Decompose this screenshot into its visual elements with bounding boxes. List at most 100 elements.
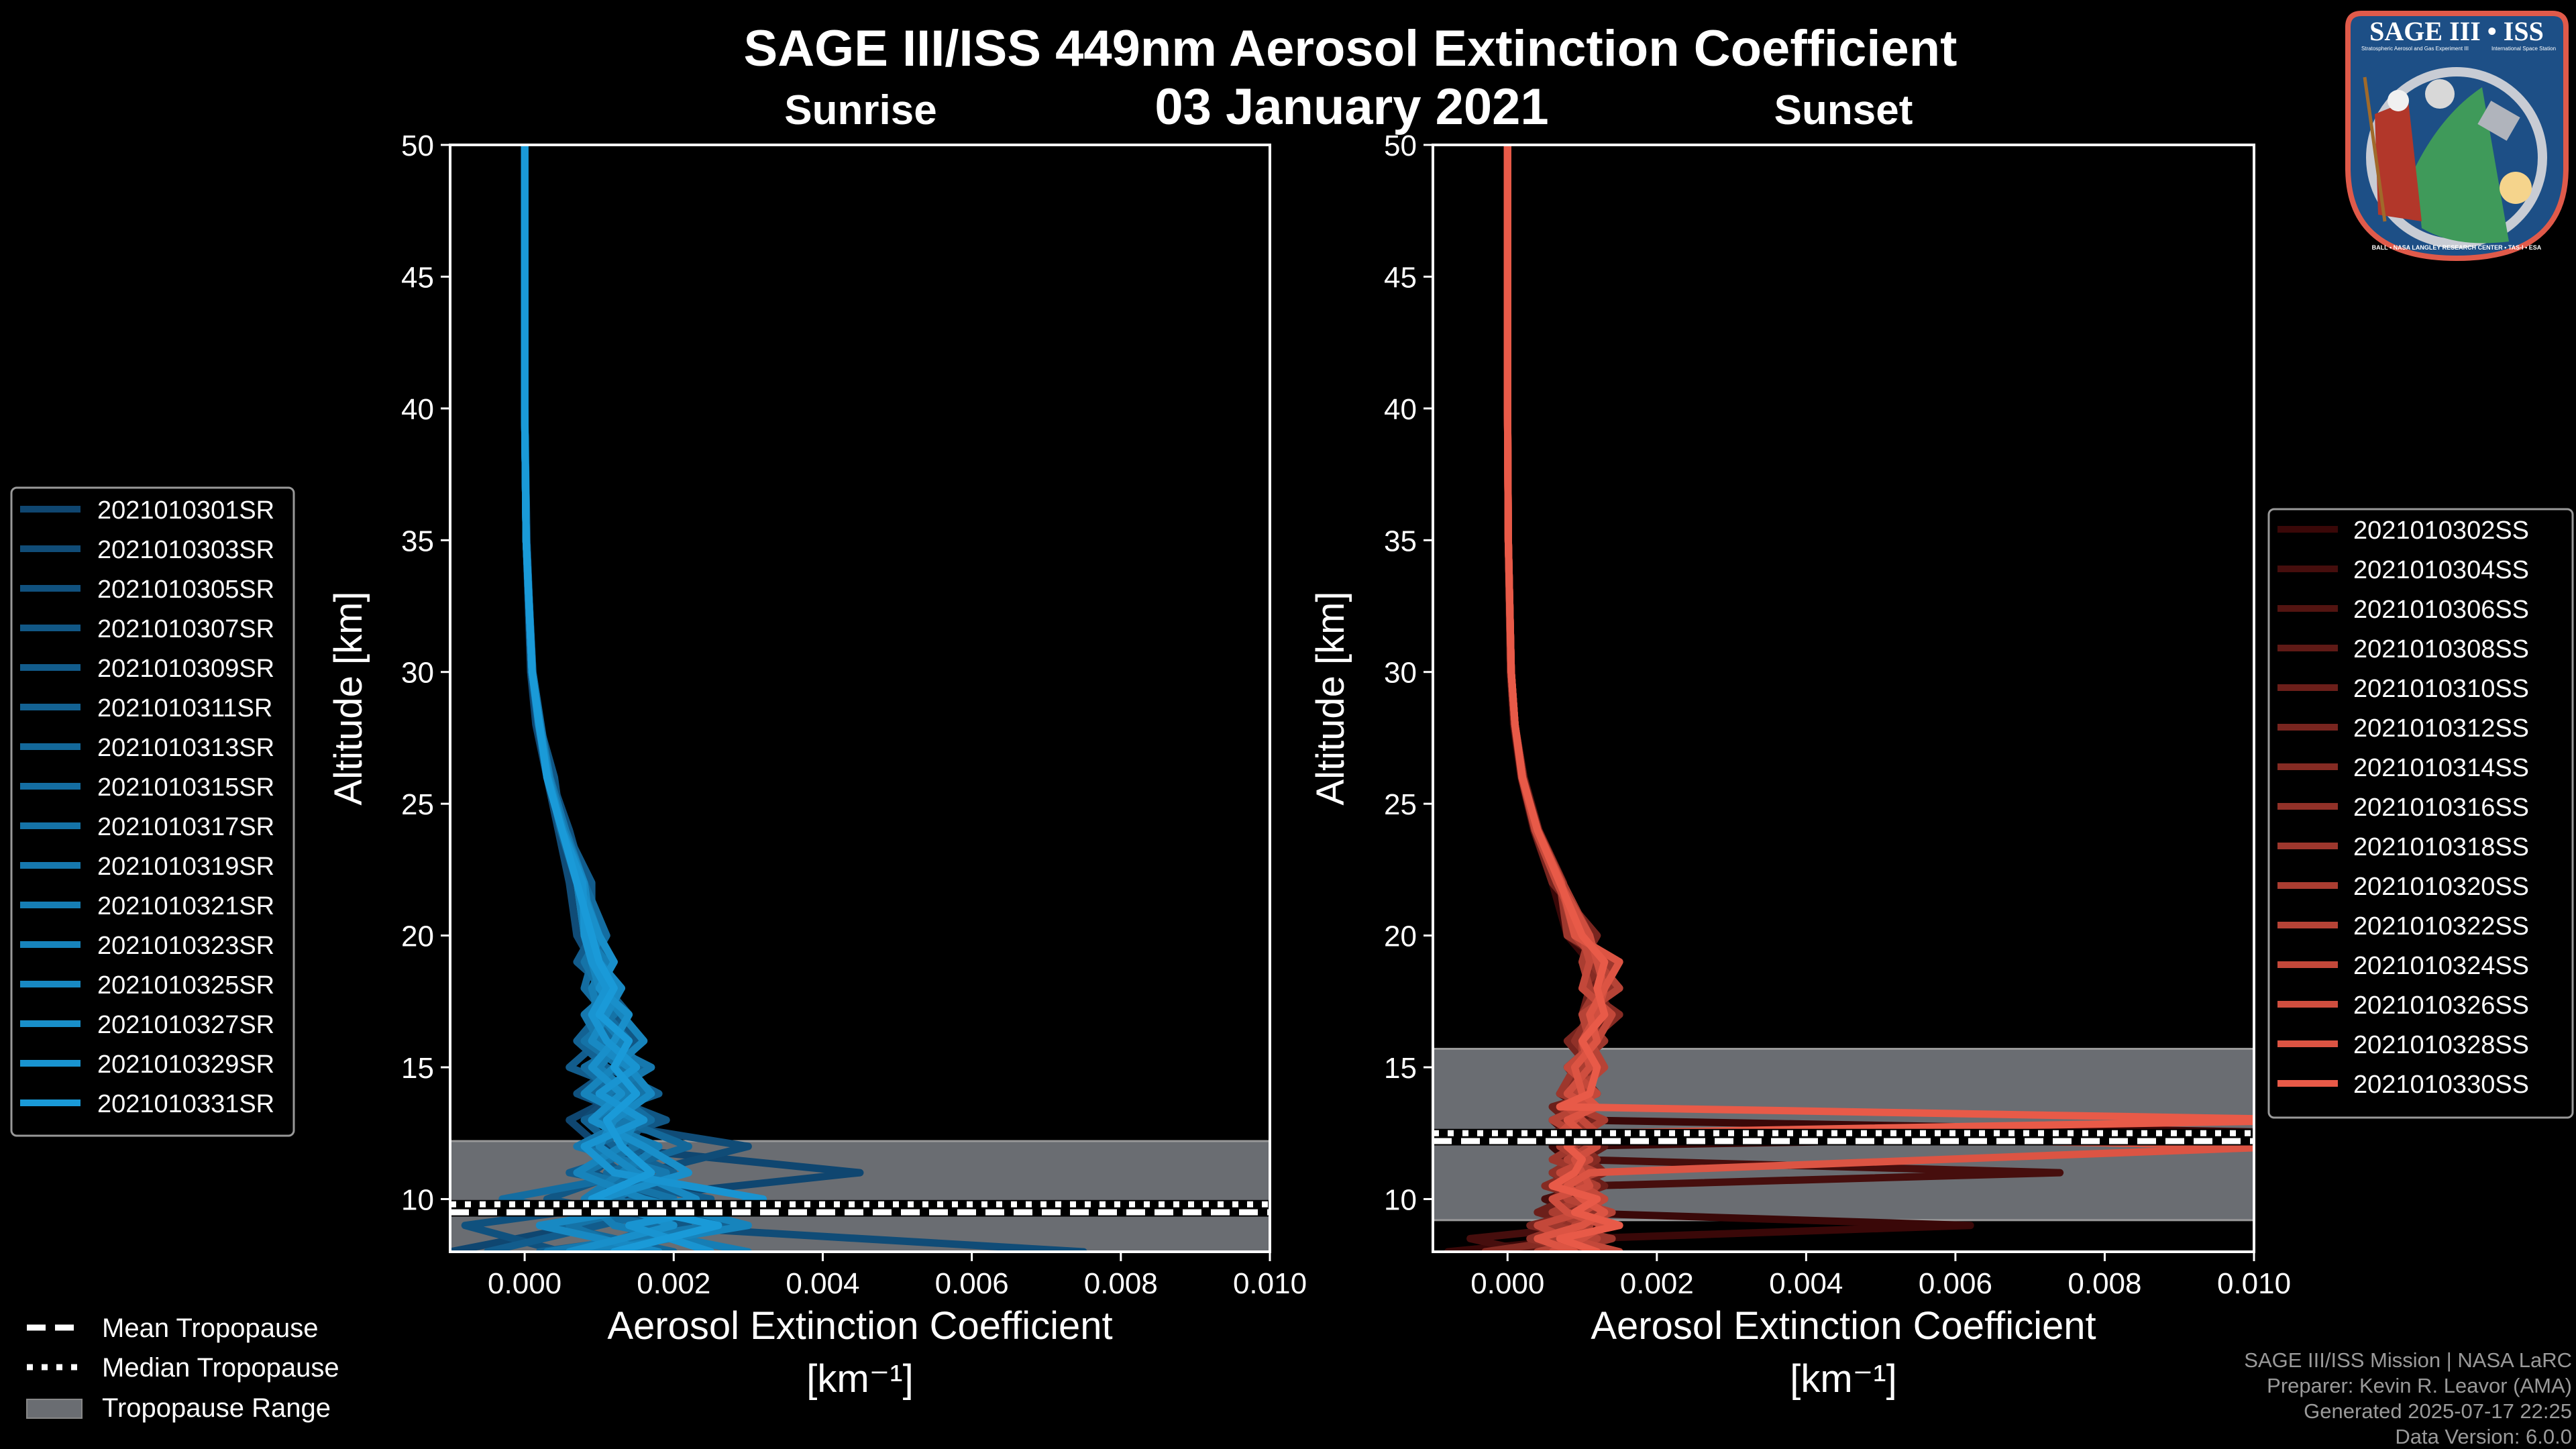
footer-line: Preparer: Kevin R. Leavor (AMA) [2267, 1374, 2572, 1397]
logo-subtitle-left: Stratospheric Aerosol and Gas Experiment… [2361, 46, 2469, 52]
x-tick-label: 0.002 [637, 1267, 710, 1300]
logo-subtitle-right: International Space Station [2491, 46, 2556, 52]
legend-label: 2021010331SR [97, 1090, 274, 1118]
x-tick-label: 0.010 [2217, 1267, 2291, 1300]
legend-label: 2021010320SS [2353, 873, 2529, 901]
legend-label: 2021010325SR [97, 971, 274, 1000]
logo-ring-text: BALL • NASA LANGLEY RESEARCH CENTER • TA… [2372, 244, 2542, 251]
x-tick-label: 0.008 [2068, 1267, 2141, 1300]
y-tick-label: 20 [1384, 920, 1417, 953]
sunrise-legend: 2021010301SR 2021010303SR 2021010305SR 2021… [10, 486, 295, 1137]
figure-title: SAGE III/ISS 449nm Aerosol Extinction Co… [744, 20, 1957, 77]
x-tick-label: 0.008 [1084, 1267, 1158, 1300]
legend-label: 2021010312SS [2353, 714, 2529, 743]
sunset-panel: Sunset 0.000 0.002 0.004 0.006 0.008 0.010 10 15… [1309, 87, 2291, 1401]
legend-label: 2021010323SR [97, 932, 274, 960]
sunset-legend: 2021010302SS 2021010304SS 2021010306SS 2021… [2267, 508, 2574, 1119]
legend-label: 2021010308SS [2353, 635, 2529, 663]
y-tick-label: 10 [401, 1183, 434, 1216]
legend-label: 2021010305SR [97, 576, 274, 604]
legend-label: 2021010316SS [2353, 794, 2529, 822]
plot-frame [1432, 144, 2255, 1253]
legend-label: 2021010324SS [2353, 952, 2529, 980]
panel-title: Sunset [1774, 87, 1913, 133]
legend-label: 2021010315SR [97, 773, 274, 802]
x-tick-label: 0.010 [1233, 1267, 1307, 1300]
y-tick-label: 15 [401, 1052, 434, 1085]
y-tick-label: 30 [1384, 657, 1417, 690]
footer-line: Generated 2025-07-17 22:25 [2304, 1399, 2572, 1423]
x-tick-label: 0.000 [1470, 1267, 1544, 1300]
legend-label: 2021010310SS [2353, 675, 2529, 703]
x-axis-unit: [km⁻¹] [806, 1357, 913, 1401]
figure-date: 03 January 2021 [1155, 78, 1548, 136]
y-axis-label: Altitude [km] [327, 591, 370, 805]
y-tick-label: 15 [1384, 1052, 1417, 1085]
x-axis-label: Aerosol Extinction Coefficient [607, 1304, 1112, 1348]
y-tick-label: 50 [1384, 129, 1417, 162]
tropopause-legend: Mean Tropopause Median Tropopause Tropop… [26, 1313, 339, 1423]
legend-label: 2021010307SR [97, 615, 274, 643]
y-tick-label: 25 [1384, 788, 1417, 821]
legend-label: 2021010304SS [2353, 556, 2529, 584]
legend-label: 2021010306SS [2353, 596, 2529, 624]
footer-line: SAGE III/ISS Mission | NASA LaRC [2244, 1348, 2572, 1372]
y-tick-label: 25 [401, 788, 434, 821]
legend-label: 2021010303SR [97, 536, 274, 564]
footer-line: Data Version: 6.0.0 [2395, 1425, 2572, 1448]
profile-lines [1444, 145, 2254, 1252]
y-tick-label: 35 [401, 525, 434, 557]
legend-label: 2021010327SR [97, 1011, 274, 1039]
y-axis-label: Altitude [km] [1309, 591, 1352, 805]
y-tick-label: 40 [1384, 393, 1417, 426]
y-tick-label: 20 [401, 920, 434, 953]
x-tick-label: 0.006 [1919, 1267, 1992, 1300]
median-tropopause-label: Median Tropopause [102, 1353, 339, 1383]
x-tick-label: 0.004 [1769, 1267, 1843, 1300]
legend-label: 2021010302SS [2353, 517, 2529, 545]
legend-label: 2021010301SR [97, 496, 274, 525]
x-axis-unit: [km⁻¹] [1790, 1357, 1896, 1401]
legend-label: 2021010319SR [97, 853, 274, 881]
y-tick-label: 45 [1384, 261, 1417, 294]
legend-label: 2021010318SS [2353, 833, 2529, 861]
panel-title: Sunrise [784, 87, 936, 133]
tropopause-range-swatch [26, 1399, 83, 1419]
plot-frame [449, 144, 1271, 1253]
y-tick-label: 45 [401, 261, 434, 294]
legend-label: 2021010329SR [97, 1051, 274, 1079]
sage-iii-iss-logo: SAGE III • ISS Stratospheric Aerosol and… [2345, 11, 2569, 262]
legend-label: 2021010326SS [2353, 991, 2529, 1020]
tropopause-range-label: Tropopause Range [102, 1393, 331, 1423]
x-tick-label: 0.004 [786, 1267, 859, 1300]
legend-label: 2021010328SS [2353, 1031, 2529, 1059]
legend-box [2267, 508, 2574, 1119]
legend-label: 2021010314SS [2353, 754, 2529, 782]
y-tick-label: 10 [1384, 1183, 1417, 1216]
x-tick-label: 0.006 [935, 1267, 1009, 1300]
legend-label: 2021010317SR [97, 813, 274, 841]
y-tick-label: 35 [1384, 525, 1417, 557]
profile-lines [450, 145, 1087, 1252]
x-tick-label: 0.002 [1620, 1267, 1694, 1300]
profile-line-2021010330SS [1503, 145, 2254, 1252]
legend-label: 2021010321SR [97, 892, 274, 920]
x-axis-label: Aerosol Extinction Coefficient [1591, 1304, 2096, 1348]
legend-box [10, 486, 295, 1137]
y-tick-label: 40 [401, 393, 434, 426]
logo-text: SAGE III • ISS [2369, 16, 2544, 46]
profile-line-2021010331SR [521, 145, 722, 1252]
legend-label: 2021010309SR [97, 655, 274, 683]
y-tick-label: 50 [401, 129, 434, 162]
legend-label: 2021010313SR [97, 734, 274, 762]
x-tick-label: 0.000 [488, 1267, 561, 1300]
plot-area [450, 145, 1270, 1252]
mean-tropopause-label: Mean Tropopause [102, 1313, 318, 1343]
legend-label: 2021010322SS [2353, 912, 2529, 941]
footer: SAGE III/ISS Mission | NASA LaRC Prepare… [2244, 1348, 2572, 1448]
y-tick-label: 30 [401, 657, 434, 690]
sunrise-panel: Sunrise 0.000 0.002 0.004 0.006 0.008 0.010 10 1… [327, 87, 1307, 1401]
legend-label: 2021010311SR [97, 694, 272, 722]
legend-label: 2021010330SS [2353, 1071, 2529, 1099]
